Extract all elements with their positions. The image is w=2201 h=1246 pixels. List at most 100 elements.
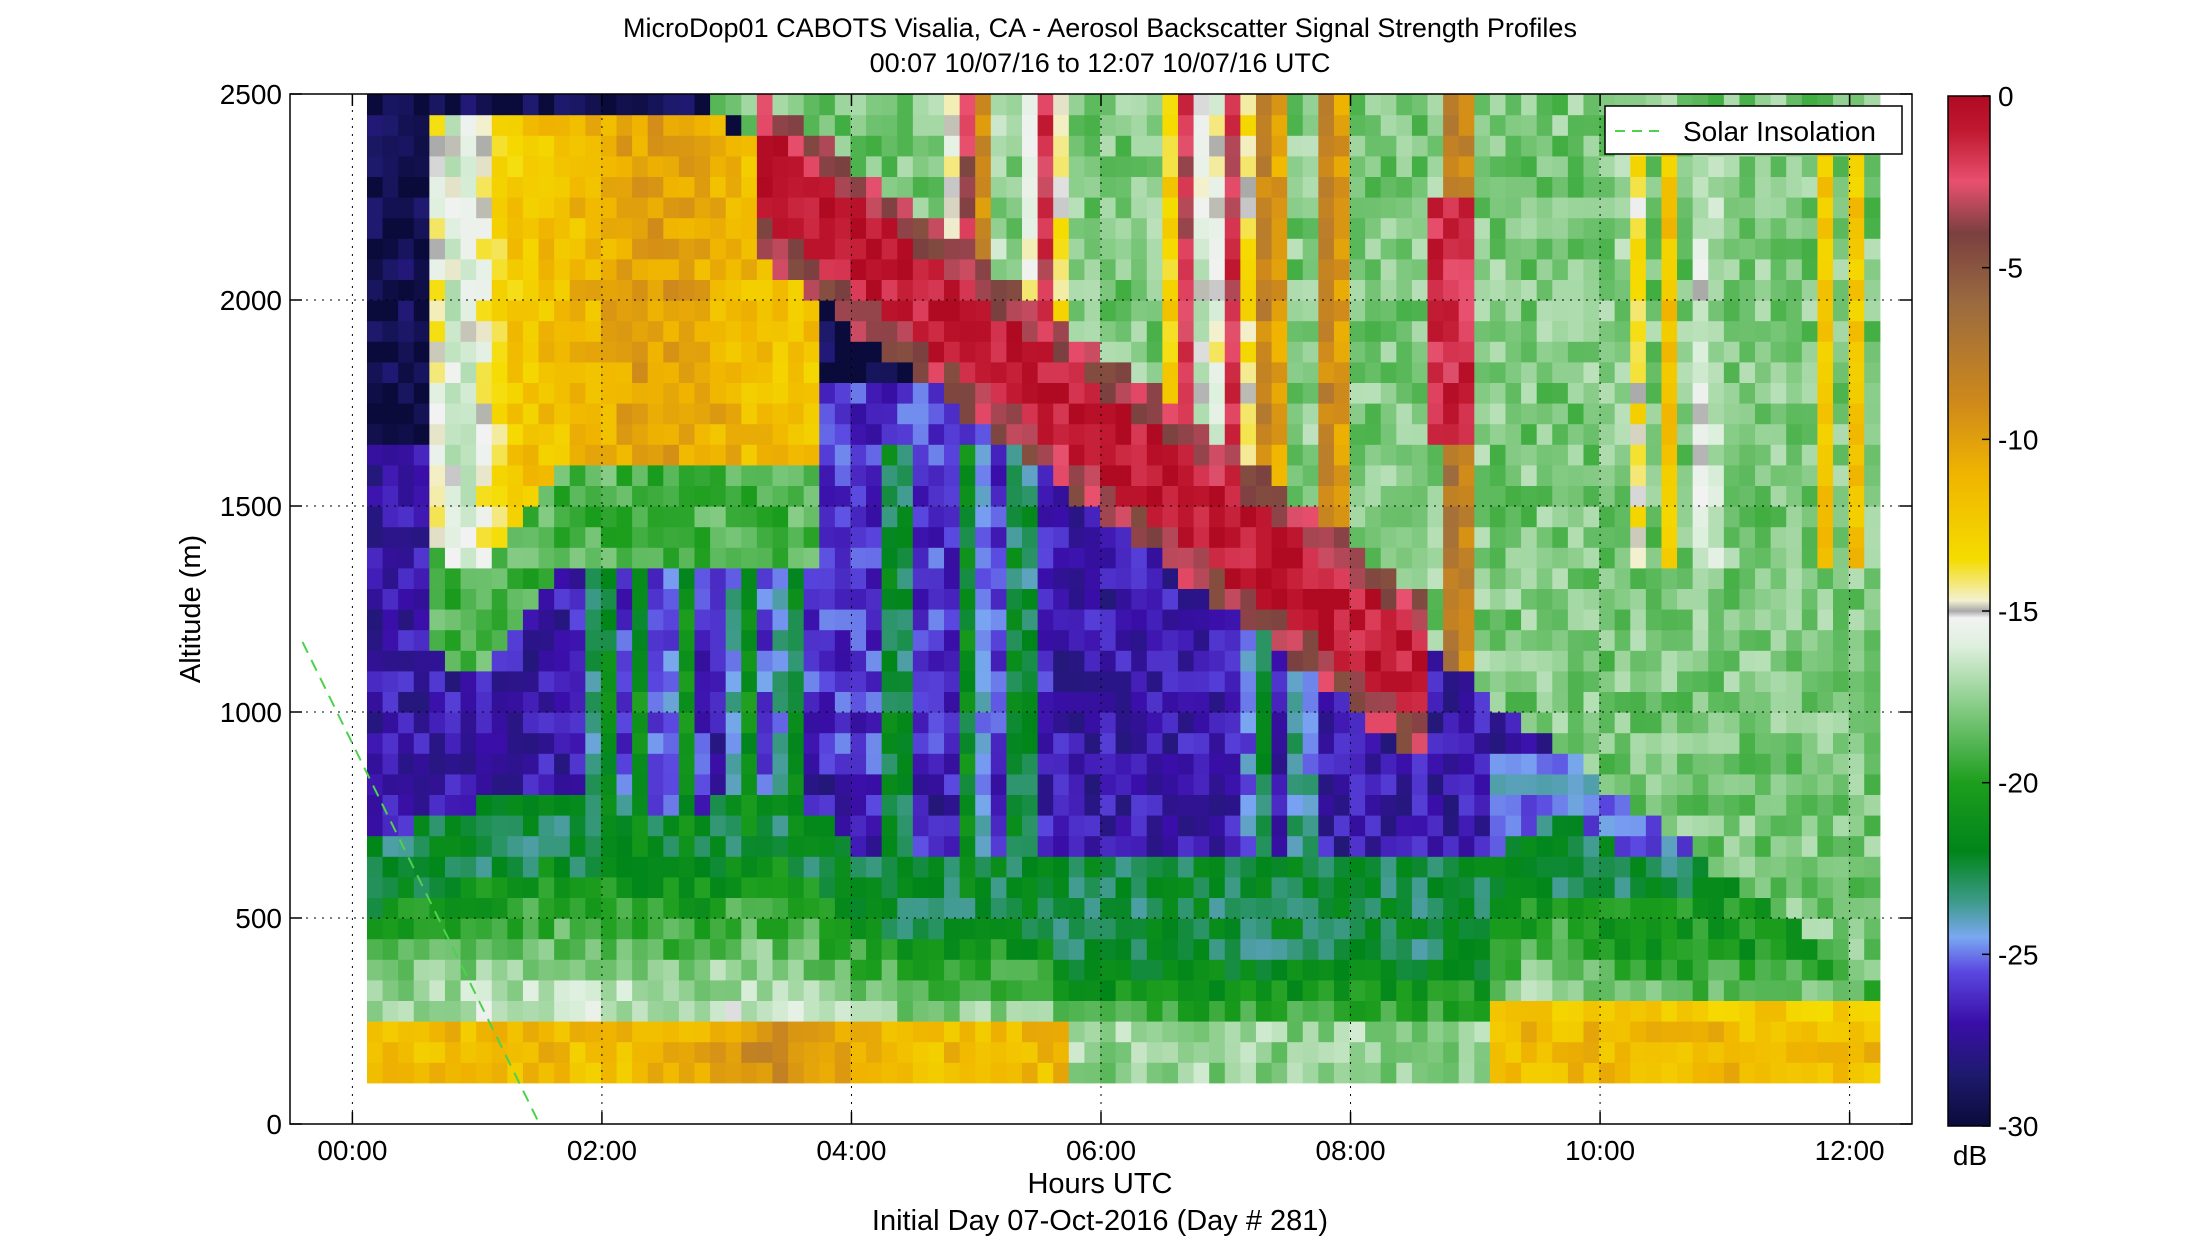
heatmap-cell	[647, 876, 664, 898]
heatmap-cell	[1864, 217, 1881, 239]
heatmap-cell	[1115, 155, 1132, 177]
heatmap-cell	[460, 979, 477, 1001]
heatmap-cell	[772, 94, 789, 116]
heatmap-cell	[1209, 547, 1226, 569]
heatmap-cell	[1567, 712, 1585, 734]
heatmap-cell	[1458, 114, 1475, 136]
heatmap-cell	[897, 609, 914, 631]
heatmap-cell	[1349, 629, 1366, 651]
heatmap-cell	[1708, 382, 1725, 404]
heatmap-cell	[398, 217, 415, 239]
heatmap-cell	[1614, 691, 1631, 713]
heatmap-cell	[491, 815, 508, 837]
heatmap-cell	[382, 979, 399, 1001]
heatmap-cell	[928, 485, 945, 507]
heatmap-cell	[429, 547, 446, 569]
heatmap-cell	[928, 567, 945, 589]
heatmap-cell	[834, 300, 852, 322]
heatmap-cell	[1521, 815, 1538, 837]
heatmap-cell	[460, 485, 477, 507]
heatmap-cell	[1770, 382, 1787, 404]
heatmap-cell	[710, 773, 727, 795]
heatmap-cell	[1271, 712, 1288, 734]
heatmap-cell	[1599, 238, 1616, 260]
heatmap-cell	[1630, 650, 1647, 672]
heatmap-cell	[772, 423, 789, 445]
heatmap-cell	[1333, 959, 1351, 981]
heatmap-cell	[725, 835, 742, 857]
heatmap-cell	[1505, 629, 1522, 651]
heatmap-cell	[600, 547, 618, 569]
heatmap-cell	[1630, 876, 1647, 898]
heatmap-cell	[694, 464, 711, 486]
heatmap-cell	[1365, 526, 1382, 548]
heatmap-cell	[678, 856, 696, 878]
heatmap-cell	[1193, 1021, 1210, 1043]
heatmap-cell	[1396, 732, 1413, 754]
heatmap-cell	[1302, 794, 1319, 816]
heatmap-cell	[1396, 897, 1413, 919]
heatmap-cell	[1349, 712, 1366, 734]
heatmap-cell	[944, 300, 961, 322]
heatmap-cell	[1193, 547, 1210, 569]
heatmap-cell	[1645, 794, 1663, 816]
heatmap-cell	[975, 320, 992, 342]
heatmap-cell	[694, 1021, 711, 1043]
heatmap-cell	[413, 815, 430, 837]
heatmap-cell	[1084, 444, 1101, 466]
heatmap-cell	[897, 876, 914, 898]
heatmap-cell	[1755, 979, 1772, 1001]
heatmap-cell	[444, 176, 462, 198]
heatmap-cell	[1365, 382, 1382, 404]
heatmap-cell	[1505, 835, 1522, 857]
heatmap-cell	[382, 506, 399, 528]
heatmap-cell	[944, 918, 961, 940]
heatmap-cell	[1489, 155, 1507, 177]
heatmap-cell	[585, 712, 602, 734]
heatmap-cell	[1443, 1062, 1460, 1084]
heatmap-cell	[1037, 1062, 1054, 1084]
heatmap-cell	[1848, 959, 1865, 981]
heatmap-cell	[1209, 835, 1226, 857]
heatmap-cell	[1536, 629, 1553, 651]
heatmap-cell	[975, 1062, 992, 1084]
heatmap-cell	[912, 691, 930, 713]
heatmap-cell	[1349, 155, 1366, 177]
heatmap-cell	[1255, 835, 1273, 857]
heatmap-cell	[959, 176, 976, 198]
heatmap-cell	[1474, 670, 1491, 692]
heatmap-cell	[975, 258, 992, 280]
heatmap-cell	[1380, 444, 1397, 466]
heatmap-cell	[1848, 918, 1865, 940]
heatmap-cell	[928, 238, 945, 260]
heatmap-cell	[1131, 670, 1148, 692]
heatmap-cell	[1458, 1021, 1475, 1043]
heatmap-cell	[1100, 1021, 1117, 1043]
heatmap-cell	[1411, 979, 1429, 1001]
heatmap-cell	[1115, 650, 1132, 672]
heatmap-cell	[1224, 279, 1241, 301]
heatmap-cell	[1723, 361, 1741, 383]
heatmap-cell	[491, 1000, 508, 1022]
heatmap-cell	[944, 567, 961, 589]
heatmap-cell	[1505, 258, 1522, 280]
heatmap-cell	[1786, 1041, 1803, 1063]
heatmap-cell	[1022, 279, 1039, 301]
heatmap-cell	[1396, 979, 1413, 1001]
heatmap-cell	[1630, 238, 1647, 260]
heatmap-cell	[554, 732, 571, 754]
heatmap-cell	[1209, 670, 1226, 692]
heatmap-cell	[1333, 588, 1351, 610]
heatmap-cell	[741, 691, 758, 713]
heatmap-cell	[1271, 1041, 1288, 1063]
heatmap-cell	[710, 485, 727, 507]
heatmap-cell	[928, 918, 945, 940]
heatmap-cell	[366, 135, 384, 157]
heatmap-cell	[959, 382, 976, 404]
heatmap-cell	[1006, 876, 1023, 898]
heatmap-cell	[1084, 1041, 1101, 1063]
heatmap-cell	[1739, 794, 1756, 816]
heatmap-cell	[1489, 320, 1507, 342]
heatmap-cell	[1817, 1000, 1834, 1022]
heatmap-cell	[460, 815, 477, 837]
